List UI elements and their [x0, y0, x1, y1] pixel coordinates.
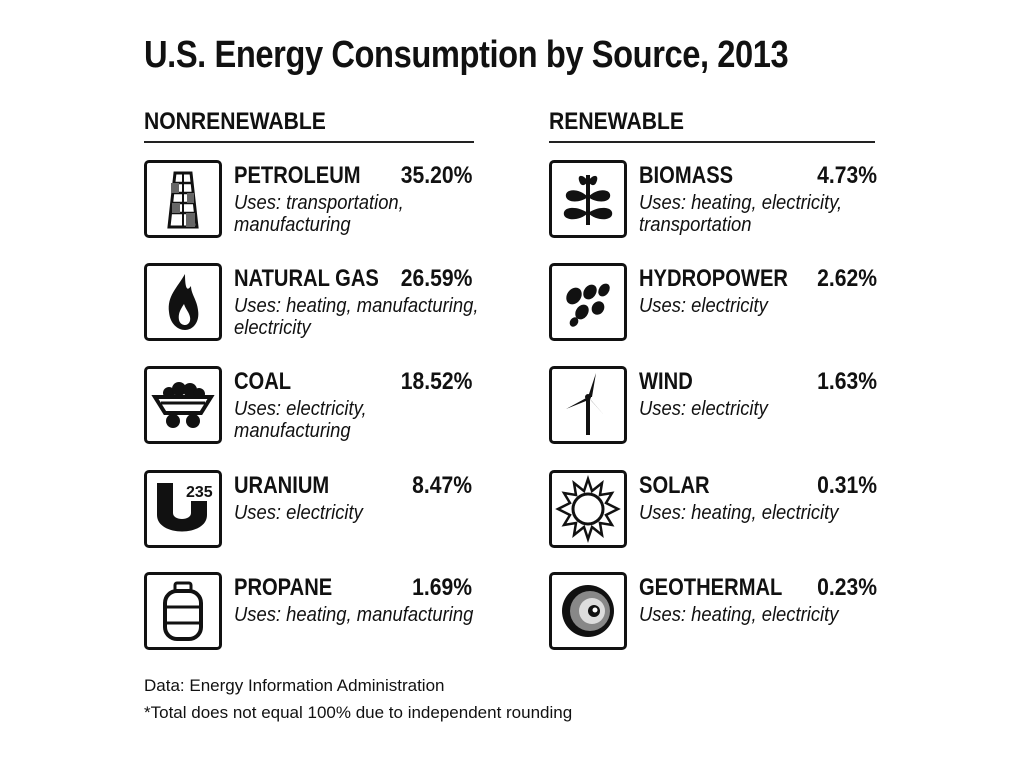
source-uses: Uses: electricity — [234, 502, 363, 524]
source-uses: Uses: electricity — [639, 295, 768, 317]
source-percent: 2.62% — [817, 265, 877, 292]
energy-item-natural-gas: NATURAL GAS 26.59% Uses: heating, manufa… — [144, 263, 484, 343]
source-percent: 0.23% — [817, 574, 877, 601]
sun-icon — [549, 470, 627, 548]
source-percent: 1.63% — [817, 368, 877, 395]
oil-derrick-icon — [144, 160, 222, 238]
section-divider — [144, 141, 474, 143]
source-name: COAL — [234, 368, 292, 395]
data-source-note: Data: Energy Information Administration — [144, 676, 445, 695]
flame-icon — [144, 263, 222, 341]
source-uses: Uses: heating, electricity, transportati… — [639, 192, 843, 236]
energy-item-geothermal: GEOTHERMAL 0.23% Uses: heating, electric… — [549, 572, 889, 652]
source-uses: Uses: transportation, manufacturing — [234, 192, 404, 236]
wind-turbine-icon — [549, 366, 627, 444]
section-divider — [549, 141, 875, 143]
water-drops-icon — [549, 263, 627, 341]
source-uses: Uses: heating, electricity — [639, 604, 839, 626]
source-uses: Uses: electricity — [639, 398, 768, 420]
uranium-icon: 235 — [144, 470, 222, 548]
energy-item-wind: WIND 1.63% Uses: electricity — [549, 366, 889, 446]
energy-item-biomass: BIOMASS 4.73% Uses: heating, electricity… — [549, 160, 889, 240]
source-percent: 0.31% — [817, 472, 877, 499]
source-name: SOLAR — [639, 472, 710, 499]
source-name: PROPANE — [234, 574, 333, 601]
source-uses: Uses: heating, manufacturing — [234, 604, 474, 626]
source-percent: 26.59% — [400, 265, 472, 292]
section-nonrenewable: NONRENEWABLE — [144, 108, 474, 143]
chart-title: U.S. Energy Consumption by Source, 2013 — [144, 34, 789, 76]
source-percent: 35.20% — [400, 162, 472, 189]
source-percent: 1.69% — [412, 574, 472, 601]
section-renewable: RENEWABLE — [549, 108, 875, 143]
energy-item-petroleum: PETROLEUM 35.20% Uses: transportation, m… — [144, 160, 484, 240]
energy-item-propane: PROPANE 1.69% Uses: heating, manufacturi… — [144, 572, 484, 652]
rounding-footnote: *Total does not equal 100% due to indepe… — [144, 703, 573, 722]
plant-icon — [549, 160, 627, 238]
earth-core-icon — [549, 572, 627, 650]
propane-tank-icon — [144, 572, 222, 650]
source-uses: Uses: electricity, manufacturing — [234, 398, 367, 442]
coal-cart-icon — [144, 366, 222, 444]
section-heading-nonrenewable: NONRENEWABLE — [144, 108, 326, 135]
source-name: GEOTHERMAL — [639, 574, 783, 601]
energy-item-hydropower: HYDROPOWER 2.62% Uses: electricity — [549, 263, 889, 343]
source-name: NATURAL GAS — [234, 265, 379, 292]
energy-item-uranium: 235 URANIUM 8.47% Uses: electricity — [144, 470, 484, 550]
source-percent: 4.73% — [817, 162, 877, 189]
source-uses: Uses: heating, electricity — [639, 502, 839, 524]
source-name: PETROLEUM — [234, 162, 361, 189]
source-percent: 8.47% — [412, 472, 472, 499]
energy-item-coal: COAL 18.52% Uses: electricity, manufactu… — [144, 366, 484, 446]
source-name: BIOMASS — [639, 162, 734, 189]
source-name: WIND — [639, 368, 693, 395]
source-name: HYDROPOWER — [639, 265, 788, 292]
source-uses: Uses: heating, manufacturing, electricit… — [234, 295, 479, 339]
source-name: URANIUM — [234, 472, 330, 499]
uranium-letter: 235 — [186, 484, 213, 501]
section-heading-renewable: RENEWABLE — [549, 108, 684, 135]
energy-item-solar: SOLAR 0.31% Uses: heating, electricity — [549, 470, 889, 550]
source-percent: 18.52% — [400, 368, 472, 395]
